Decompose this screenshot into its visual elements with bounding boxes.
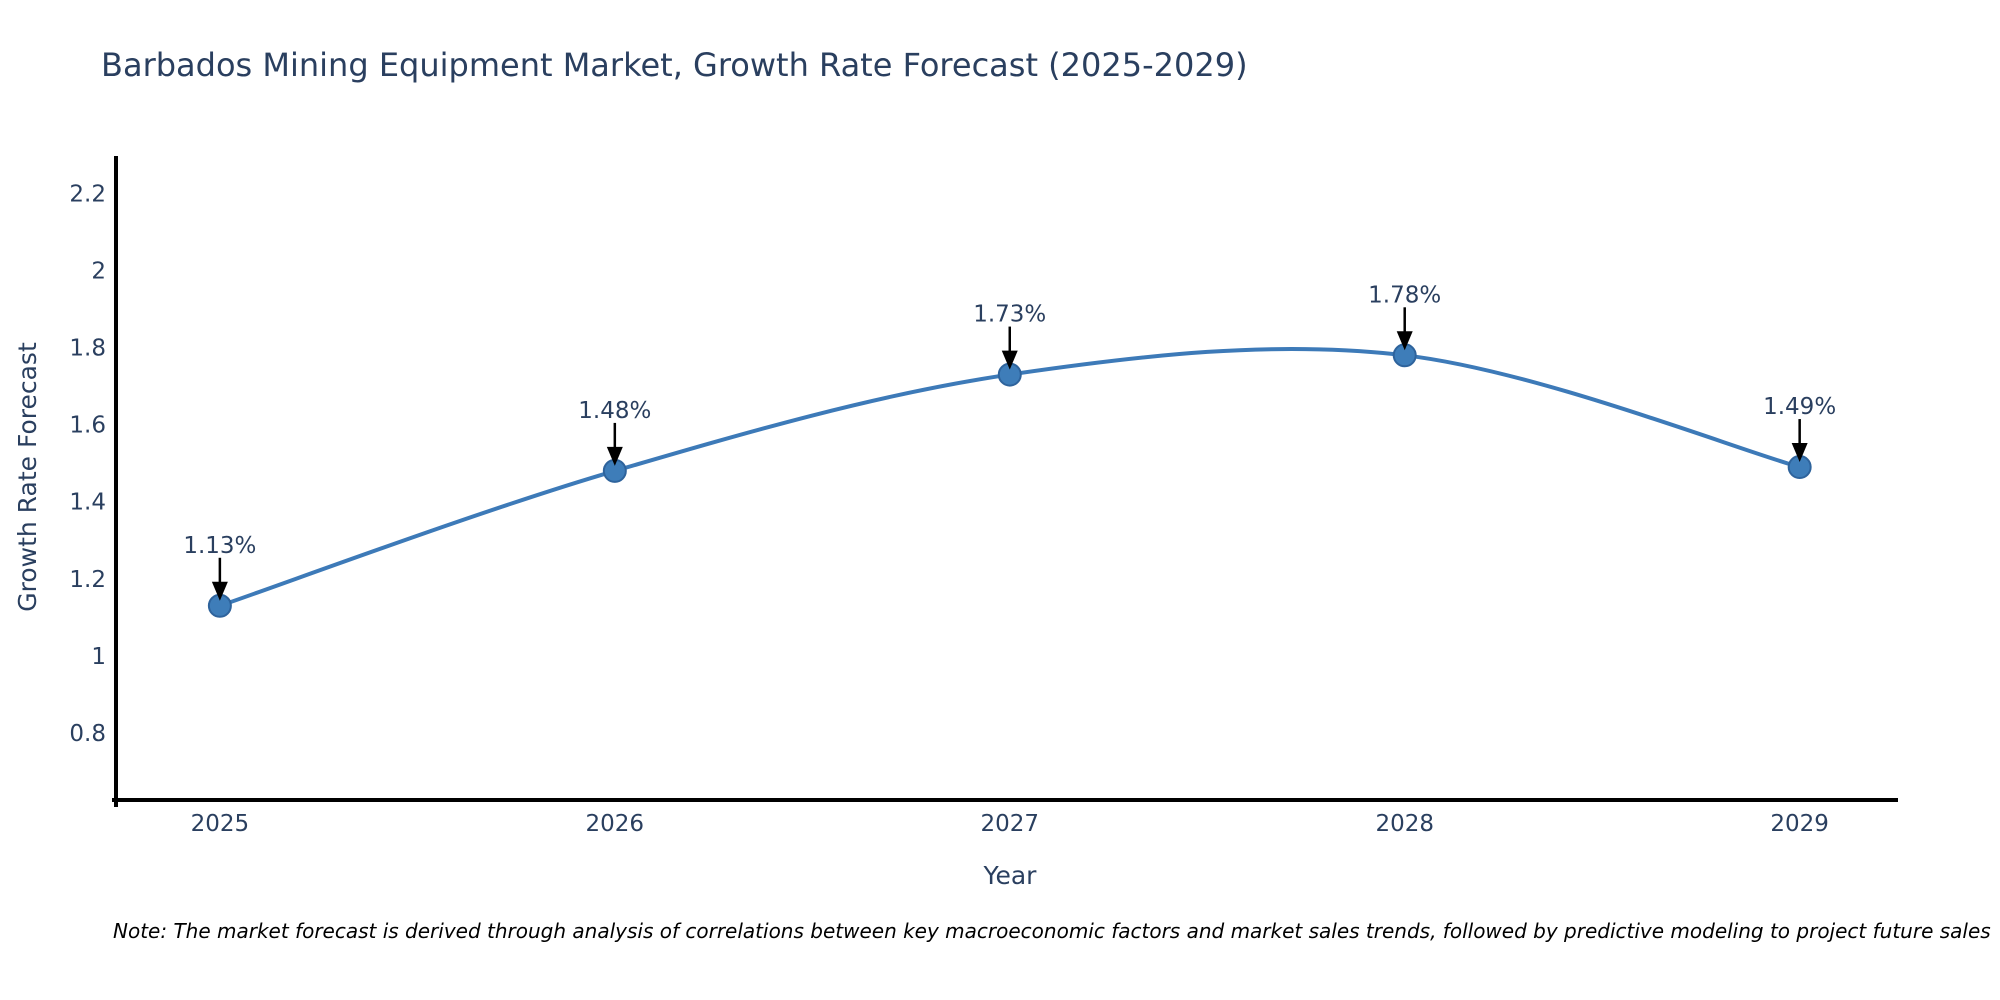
y-tick-label: 2.2 xyxy=(69,181,106,207)
annotation-arrowhead-2027 xyxy=(1001,350,1018,370)
x-tick-label: 2028 xyxy=(1375,811,1434,837)
y-tick-label: 1.2 xyxy=(69,567,106,593)
x-tick-label: 2026 xyxy=(586,811,645,837)
footnote: Note: The market forecast is derived thr… xyxy=(113,919,1991,943)
annotation-label-2028: 1.78% xyxy=(1368,282,1441,308)
annotation-arrowhead-2029 xyxy=(1791,443,1808,463)
y-tick-label: 1.8 xyxy=(69,336,106,362)
y-tick-label: 1.4 xyxy=(69,490,106,516)
y-tick-label: 0.8 xyxy=(69,721,106,747)
annotation-arrowhead-2028 xyxy=(1396,331,1413,351)
annotation-label-2026: 1.48% xyxy=(578,398,651,424)
y-tick-label: 1.6 xyxy=(69,413,106,439)
annotation-label-2027: 1.73% xyxy=(973,302,1046,328)
x-tick-label: 2027 xyxy=(980,811,1039,837)
annotation-arrowhead-2026 xyxy=(606,446,623,466)
x-tick-label: 2025 xyxy=(191,811,250,837)
y-tick-label: 2 xyxy=(91,259,106,285)
forecast-line xyxy=(219,347,1801,608)
x-tick-label: 2029 xyxy=(1770,811,1829,837)
y-axis-title: Growth Rate Forecast xyxy=(13,342,42,612)
annotation-label-2025: 1.13% xyxy=(183,533,256,559)
y-tick-label: 1 xyxy=(91,644,106,670)
annotation-arrowhead-2025 xyxy=(211,581,228,601)
x-axis-title: Year xyxy=(983,861,1037,890)
chart-title: Barbados Mining Equipment Market, Growth… xyxy=(101,46,1248,84)
annotation-label-2029: 1.49% xyxy=(1763,394,1836,420)
